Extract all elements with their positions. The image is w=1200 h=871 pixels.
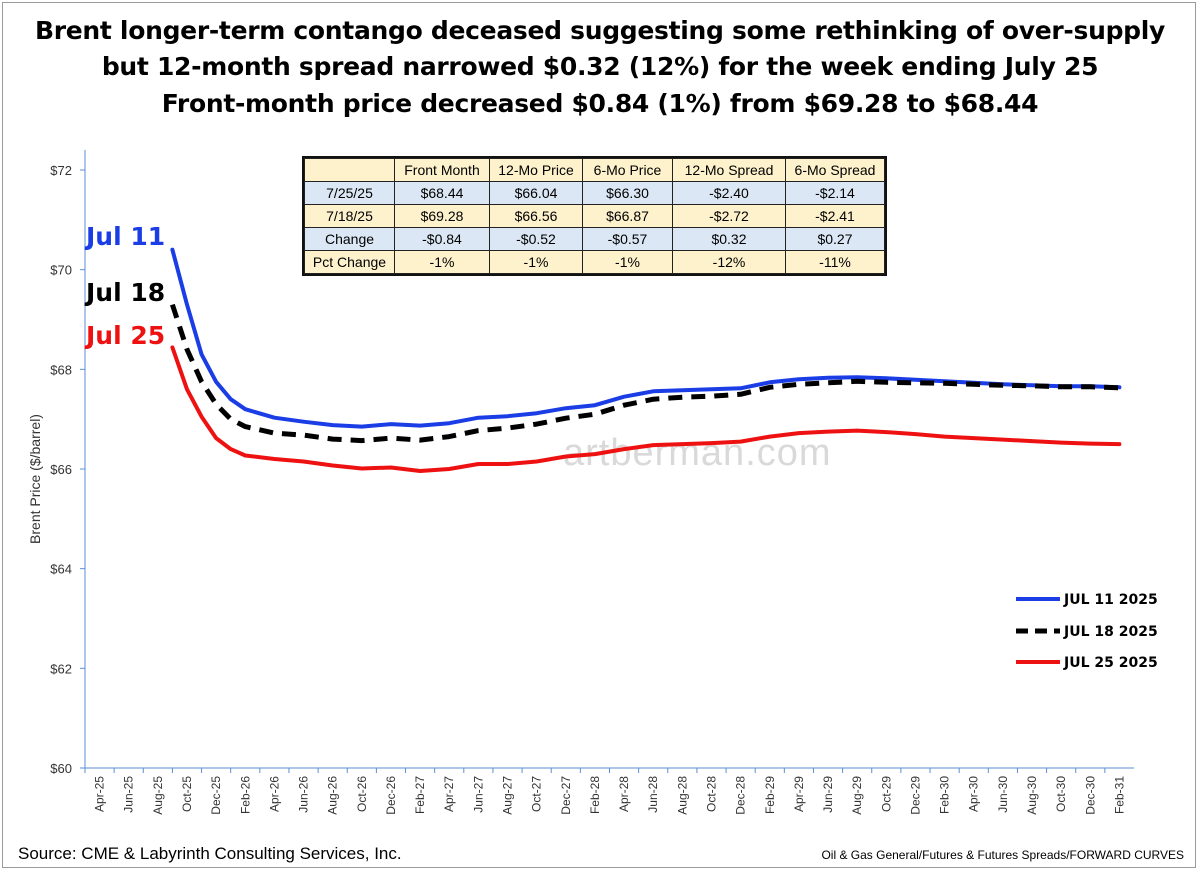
x-tick-label: Aug-29 xyxy=(850,776,864,815)
x-tick-label: Jun-29 xyxy=(821,776,835,813)
x-tick-label: Dec-29 xyxy=(908,776,922,815)
x-tick-label: Apr-28 xyxy=(617,776,631,812)
table-cell: 7/25/25 xyxy=(304,181,395,205)
legend-label: JUL 25 2025 xyxy=(1063,655,1158,671)
x-tick-label: Dec-27 xyxy=(559,776,573,815)
x-tick-label: Apr-29 xyxy=(792,776,806,812)
x-tick-label: Dec-30 xyxy=(1083,776,1097,815)
table-header-cell xyxy=(304,158,395,182)
chart-title-line-2: but 12-month spread narrowed $0.32 (12%)… xyxy=(101,52,1099,81)
source-note: Source: CME & Labyrinth Consulting Servi… xyxy=(18,844,402,863)
table-cell: -$2.40 xyxy=(672,181,786,205)
x-tick-label: Dec-28 xyxy=(734,776,748,815)
legend-label: JUL 18 2025 xyxy=(1063,624,1158,640)
table-cell: Pct Change xyxy=(304,250,395,274)
y-tick-label: $68 xyxy=(50,362,72,377)
table-cell: -11% xyxy=(785,250,885,274)
table-row: Change -$0.84 -$0.52 -$0.57 $0.32 $0.27 xyxy=(304,227,885,251)
chart-title-line-3: Front-month price decreased $0.84 (1%) f… xyxy=(161,89,1039,118)
summary-table: Front Month 12-Mo Price 6-Mo Price 12-Mo Sp… xyxy=(302,156,887,276)
table-cell: -$0.84 xyxy=(394,227,490,251)
table-cell: -1% xyxy=(582,250,673,274)
x-tick-label: Oct-28 xyxy=(704,776,718,812)
x-tick-label: Feb-28 xyxy=(588,776,602,814)
y-tick-label: $66 xyxy=(50,462,72,477)
x-tick-label: Dec-25 xyxy=(209,776,223,815)
table-cell: $69.28 xyxy=(394,204,490,228)
x-tick-label: Apr-26 xyxy=(267,776,281,812)
table-cell: -$2.41 xyxy=(785,204,885,228)
table-header-cell: 12-Mo Spread xyxy=(672,158,786,182)
series-line-jul-25 xyxy=(170,345,1122,473)
series-line-jul-18 xyxy=(170,303,1120,444)
table-header-cell: 12-Mo Price xyxy=(489,158,583,182)
x-tick-label: Apr-27 xyxy=(442,776,456,812)
series-start-label: Jul 18 xyxy=(84,278,165,307)
table-cell: $0.27 xyxy=(785,227,885,251)
y-axis-title: Brent Price ($/barrel) xyxy=(27,414,43,544)
x-tick-label: Feb-26 xyxy=(238,776,252,814)
x-tick-label: Dec-26 xyxy=(384,776,398,815)
file-path-note: Oil & Gas General/Futures & Futures Spre… xyxy=(821,848,1184,862)
table-header-cell: 6-Mo Spread xyxy=(785,158,885,182)
x-tick-label: Aug-28 xyxy=(675,776,689,815)
x-tick-label: Jun-26 xyxy=(297,776,311,813)
x-tick-label: Aug-27 xyxy=(501,776,515,815)
table-cell: -1% xyxy=(394,250,490,274)
y-tick-label: $72 xyxy=(50,163,72,178)
y-tick-label: $60 xyxy=(50,761,72,776)
table-cell: $66.30 xyxy=(582,181,673,205)
y-tick-label: $70 xyxy=(50,263,72,278)
table-cell: 7/18/25 xyxy=(304,204,395,228)
table-cell: $66.04 xyxy=(489,181,583,205)
x-tick-label: Aug-30 xyxy=(1025,776,1039,815)
x-tick-label: Aug-26 xyxy=(326,776,340,815)
table-cell: -$0.57 xyxy=(582,227,673,251)
x-tick-label: Jun-30 xyxy=(996,776,1010,813)
x-tick-label: Feb-30 xyxy=(938,776,952,814)
series-start-label: Jul 25 xyxy=(84,321,165,350)
series-start-label: Jul 11 xyxy=(84,222,165,251)
y-tick-label: $64 xyxy=(50,562,72,577)
table-header-row: Front Month 12-Mo Price 6-Mo Price 12-Mo Sp… xyxy=(304,158,885,182)
x-tick-label: Feb-31 xyxy=(1112,776,1126,814)
x-tick-label: Jun-27 xyxy=(471,776,485,813)
table-row: Pct Change -1% -1% -1% -12% -11% xyxy=(304,250,885,274)
table-cell: -$2.72 xyxy=(672,204,786,228)
table-cell: $66.56 xyxy=(489,204,583,228)
table-header-cell: Front Month xyxy=(394,158,490,182)
table-cell: -1% xyxy=(489,250,583,274)
x-tick-label: Feb-27 xyxy=(413,776,427,814)
table-cell: -$0.52 xyxy=(489,227,583,251)
x-tick-label: Oct-25 xyxy=(180,776,194,812)
x-tick-label: Apr-30 xyxy=(967,776,981,812)
table-cell: $0.32 xyxy=(672,227,786,251)
x-tick-label: Oct-27 xyxy=(530,776,544,812)
x-tick-label: Feb-29 xyxy=(763,776,777,814)
chart-title-line-1: Brent longer-term contango deceased sugg… xyxy=(34,16,1166,45)
x-tick-label: Apr-25 xyxy=(93,776,107,812)
x-tick-label: Jun-25 xyxy=(122,776,136,813)
table-cell: -$2.14 xyxy=(785,181,885,205)
legend-label: JUL 11 2025 xyxy=(1063,592,1158,608)
table-cell: -12% xyxy=(672,250,786,274)
x-tick-label: Oct-26 xyxy=(355,776,369,812)
x-tick-label: Aug-25 xyxy=(151,776,165,815)
x-tick-label: Oct-30 xyxy=(1054,776,1068,812)
x-tick-label: Oct-29 xyxy=(879,776,893,812)
table-cell: $66.87 xyxy=(582,204,673,228)
table-cell: Change xyxy=(304,227,395,251)
table-row: 7/25/25 $68.44 $66.04 $66.30 -$2.40 -$2.14 xyxy=(304,181,885,205)
table-header-cell: 6-Mo Price xyxy=(582,158,673,182)
x-tick-label: Jun-28 xyxy=(646,776,660,813)
table-cell: $68.44 xyxy=(394,181,490,205)
y-tick-label: $62 xyxy=(50,661,72,676)
table-row: 7/18/25 $69.28 $66.56 $66.87 -$2.72 -$2.41 xyxy=(304,204,885,228)
